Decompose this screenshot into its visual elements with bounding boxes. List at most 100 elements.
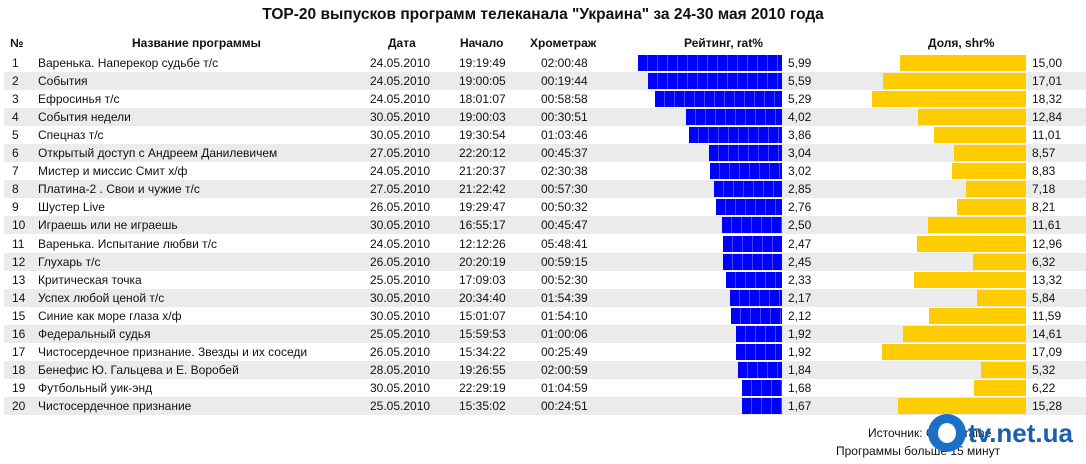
share-value: 6,32	[1032, 254, 1056, 269]
air-date: 30.05.2010	[370, 110, 431, 125]
share-bar	[882, 343, 1026, 360]
share-value: 12,96	[1032, 236, 1063, 251]
rating-value: 4,02	[788, 110, 812, 125]
share-value: 17,01	[1032, 74, 1063, 89]
rating-value: 2,45	[788, 254, 812, 269]
start-time: 15:34:22	[459, 344, 506, 359]
rating-bar	[735, 343, 782, 360]
program-name: Глухарь т/с	[38, 254, 101, 269]
table-row: 19 Футбольный уик-энд 30.05.2010 22:29:19 01…	[4, 379, 1086, 397]
rating-value: 5,29	[788, 92, 812, 107]
chart-title: TOP-20 выпусков программ телеканала "Укр…	[262, 6, 824, 23]
table-row: 17 Чистосердечное признание. Звезды и их …	[4, 343, 1086, 361]
rating-bar	[709, 145, 782, 162]
share-bar	[965, 181, 1026, 198]
row-number: 9	[12, 200, 19, 215]
program-name: Критическая точка	[38, 272, 142, 287]
table-row: 5 Спецназ т/с 30.05.2010 19:30:54 01:03:46 3,…	[4, 126, 1086, 144]
row-number: 1	[12, 56, 19, 70]
program-name: Варенька. Наперекор судьбе т/с	[38, 56, 219, 70]
air-date: 30.05.2010	[370, 218, 431, 233]
start-time: 16:55:17	[459, 218, 506, 233]
program-name: События	[38, 74, 88, 89]
air-date: 30.05.2010	[370, 290, 431, 305]
program-name: Синие как море глаза х/ф	[38, 308, 182, 323]
duration: 00:25:49	[541, 344, 588, 359]
row-number: 16	[12, 326, 26, 341]
table-row: 16 Федеральный судья 25.05.2010 15:59:53 01:…	[4, 324, 1086, 343]
rating-value: 5,59	[788, 74, 812, 89]
air-date: 28.05.2010	[370, 362, 431, 377]
share-value: 11,01	[1032, 128, 1062, 143]
program-name: Мистер и миссис Смит х/ф	[38, 164, 188, 179]
header-rating: Рейтинг, rat%	[684, 36, 763, 50]
table-row: 9 Шустер Live 26.05.2010 19:29:47 00:50:32 2,…	[4, 198, 1086, 216]
share-value: 6,22	[1032, 380, 1056, 395]
air-date: 26.05.2010	[370, 254, 431, 269]
program-name: Ефросинья т/с	[38, 92, 120, 107]
row-number: 11	[12, 236, 25, 251]
air-date: 30.05.2010	[370, 308, 431, 323]
program-name: Играешь или не играешь	[38, 218, 178, 233]
rating-value: 2,50	[788, 218, 812, 233]
rating-bar	[726, 271, 782, 288]
start-time: 20:20:19	[459, 254, 506, 269]
rating-bar	[729, 289, 782, 306]
share-value: 17,09	[1032, 344, 1063, 359]
table-row: 12 Глухарь т/с 26.05.2010 20:20:19 00:59:15 2…	[4, 252, 1086, 271]
tvnet-logo: tv.net.ua	[924, 410, 1084, 462]
rating-bar	[741, 397, 782, 414]
share-value: 8,83	[1032, 164, 1056, 179]
rating-bar	[723, 253, 782, 270]
program-name: Бенефис Ю. Гальцева и Е. Воробей	[38, 362, 239, 377]
duration: 01:03:46	[541, 128, 588, 143]
rating-bar	[741, 379, 782, 396]
header-name: Название программы	[132, 36, 261, 50]
rating-bar	[685, 109, 782, 126]
table-row: 13 Критическая точка 25.05.2010 17:09:03 00:…	[4, 271, 1086, 289]
rating-bar	[735, 325, 782, 342]
rating-bar	[715, 199, 782, 216]
duration: 00:52:30	[541, 272, 588, 287]
share-bar	[928, 217, 1026, 234]
table-row: 1 Варенька. Наперекор судьбе т/с 24.05.201…	[4, 54, 1086, 72]
row-number: 19	[12, 380, 26, 395]
share-bar	[918, 109, 1026, 126]
row-number: 14	[12, 290, 26, 305]
share-bar	[917, 235, 1026, 252]
rating-bar	[737, 361, 782, 378]
air-date: 25.05.2010	[370, 272, 431, 287]
program-name: Платина-2 . Свои и чужие т/с	[38, 182, 200, 197]
share-value: 12,84	[1032, 110, 1063, 125]
air-date: 27.05.2010	[370, 146, 431, 161]
header-share: Доля, shr%	[928, 36, 995, 50]
row-number: 5	[12, 128, 19, 143]
start-time: 21:22:42	[459, 182, 506, 197]
row-number: 6	[12, 146, 19, 161]
start-time: 17:09:03	[459, 272, 506, 287]
air-date: 30.05.2010	[370, 380, 431, 395]
start-time: 19:00:03	[459, 110, 506, 125]
rating-value: 1,92	[788, 344, 812, 359]
air-date: 26.05.2010	[370, 200, 431, 215]
rating-value: 1,68	[788, 380, 812, 395]
program-name: Футбольный уик-энд	[38, 380, 153, 395]
program-name: Спецназ т/с	[38, 128, 104, 143]
share-bar	[914, 271, 1026, 288]
share-value: 5,84	[1032, 290, 1056, 305]
start-time: 21:20:37	[459, 164, 506, 179]
rating-value: 3,02	[788, 164, 812, 179]
duration: 00:57:30	[541, 182, 588, 197]
rating-bar	[731, 307, 782, 324]
rating-bar	[655, 91, 782, 108]
row-number: 8	[12, 182, 19, 197]
program-name: Чистосердечное признание. Звезды и их со…	[38, 344, 308, 359]
row-number: 10	[12, 218, 26, 233]
start-time: 19:30:54	[459, 128, 506, 143]
share-bar	[972, 253, 1026, 270]
duration: 01:04:59	[541, 380, 588, 395]
rating-value: 3,86	[788, 128, 812, 143]
rating-value: 2,12	[788, 308, 812, 323]
start-time: 19:26:55	[459, 362, 506, 377]
share-value: 5,32	[1032, 362, 1056, 377]
